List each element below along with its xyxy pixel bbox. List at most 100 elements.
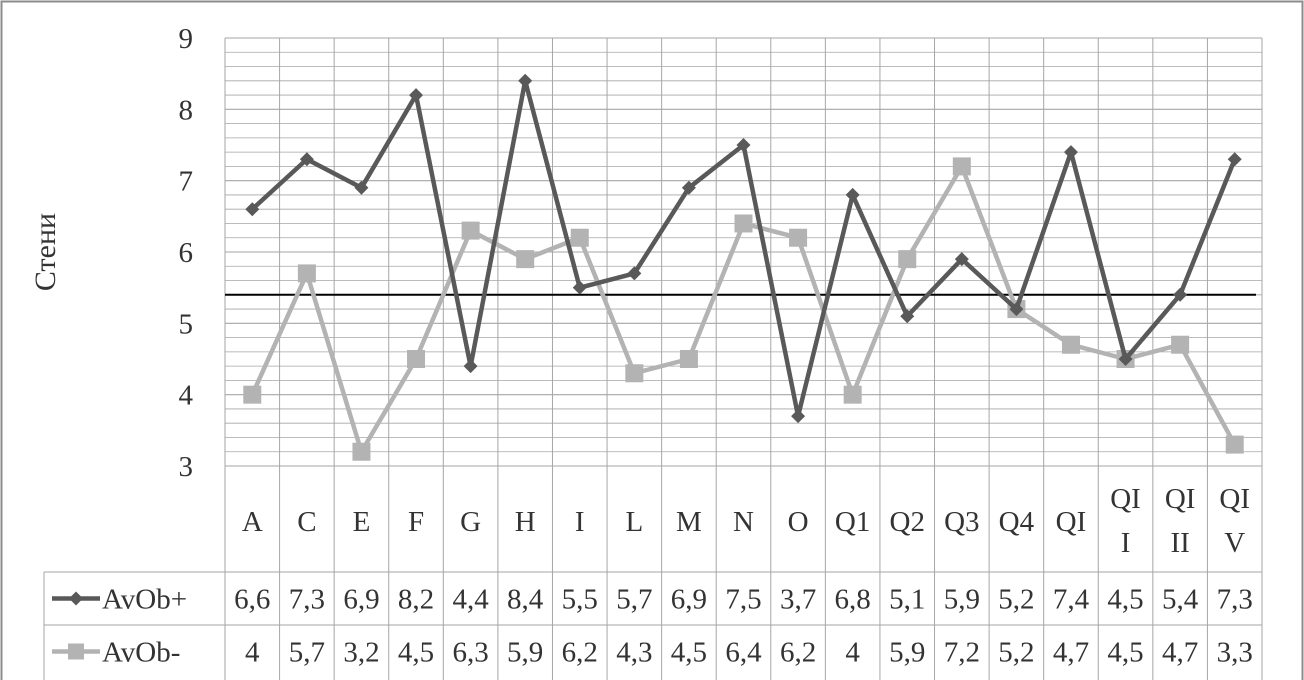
data-point-avob-minus <box>1225 435 1244 454</box>
data-point-avob-plus <box>681 180 696 195</box>
category-label-line: QI <box>1219 483 1250 515</box>
category-label: QI II <box>1165 483 1196 559</box>
category-label: C <box>297 506 316 538</box>
category-label: Q3 <box>944 506 979 538</box>
category-label-line: II <box>1170 527 1189 559</box>
category-label: I <box>575 506 585 538</box>
table-value: 7,3 <box>1217 584 1253 616</box>
category-label: F <box>408 506 424 538</box>
data-point-avob-minus <box>570 228 589 247</box>
category-label-line: QI <box>1165 483 1196 515</box>
data-point-avob-minus <box>789 228 808 247</box>
category-label-line: I <box>1121 527 1131 559</box>
series-name: AvOb+ <box>102 584 187 616</box>
category-label: G <box>460 506 481 538</box>
data-point-avob-plus <box>245 202 260 217</box>
table-value: 5,9 <box>944 584 980 616</box>
table-value: 4,5 <box>398 637 434 669</box>
data-point-avob-minus <box>516 250 535 269</box>
table-value: 4,7 <box>1053 637 1089 669</box>
table-value: 5,9 <box>507 637 543 669</box>
table-value: 6,8 <box>835 584 871 616</box>
category-label: QI I <box>1110 483 1141 559</box>
data-point-avob-plus <box>1063 145 1078 160</box>
table-value: 6,2 <box>562 637 598 669</box>
category-label: Q4 <box>999 506 1035 538</box>
category-label: QI <box>1056 506 1087 538</box>
category-label: N <box>733 506 754 538</box>
legend-key-diamond <box>69 591 83 606</box>
data-point-avob-plus <box>900 309 915 324</box>
y-axis-label: Стени <box>29 213 62 291</box>
table-value: 6,2 <box>780 637 816 669</box>
category-label: E <box>353 506 371 538</box>
category-label: O <box>788 506 809 538</box>
category-label-line: V <box>1224 527 1245 559</box>
table-value: 3,7 <box>780 584 816 616</box>
table-value: 4,4 <box>452 584 489 616</box>
table-value: 5,1 <box>889 584 925 616</box>
series-name: AvOb- <box>102 637 180 669</box>
y-tick-label: 9 <box>179 23 194 55</box>
table-value: 7,5 <box>725 584 761 616</box>
table-value: 5,4 <box>1162 584 1199 616</box>
data-point-avob-minus <box>843 385 862 404</box>
y-tick-label: 3 <box>179 451 194 483</box>
table-value: 5,2 <box>998 584 1034 616</box>
table-value: 5,7 <box>616 584 652 616</box>
data-point-avob-minus <box>625 364 644 383</box>
y-tick-label: 5 <box>179 308 194 340</box>
data-point-avob-minus <box>1061 335 1080 354</box>
data-point-avob-plus <box>1227 152 1242 167</box>
table-value: 6,4 <box>725 637 762 669</box>
y-tick-label: 6 <box>179 237 194 269</box>
table-value: 7,3 <box>289 584 325 616</box>
category-label: L <box>625 506 643 538</box>
data-point-avob-minus <box>407 350 426 368</box>
category-label: Q1 <box>835 506 870 538</box>
category-label: A <box>242 506 263 538</box>
table-value: 4,3 <box>616 637 652 669</box>
table-value: 6,6 <box>234 584 270 616</box>
y-tick-label: 4 <box>179 380 194 412</box>
y-tick-label: 8 <box>179 94 194 126</box>
category-label: QI V <box>1219 483 1250 559</box>
data-point-avob-plus <box>1173 287 1188 302</box>
data-point-avob-minus <box>952 157 971 176</box>
data-point-avob-plus <box>1009 302 1024 317</box>
table-value: 4,7 <box>1162 637 1198 669</box>
category-label: H <box>515 506 536 538</box>
category-label: M <box>676 506 702 538</box>
data-point-avob-minus <box>898 250 917 269</box>
data-point-avob-plus <box>845 187 860 202</box>
table-value: 6,3 <box>452 637 488 669</box>
data-point-avob-minus <box>1171 335 1190 354</box>
y-tick-label: 7 <box>179 166 194 198</box>
table-value: 4,5 <box>1107 637 1143 669</box>
legend-key-square <box>68 643 84 660</box>
table-value: 5,5 <box>562 584 598 616</box>
table-value: 6,9 <box>671 584 707 616</box>
data-point-avob-plus <box>1118 352 1133 366</box>
table-value: 4,5 <box>1107 584 1143 616</box>
data-point-avob-minus <box>734 214 753 233</box>
data-point-avob-plus <box>627 266 642 281</box>
table-value: 4,5 <box>671 637 707 669</box>
data-point-avob-plus <box>518 73 533 88</box>
data-point-avob-plus <box>299 152 314 167</box>
data-point-avob-plus <box>354 180 369 195</box>
table-value: 3,2 <box>343 637 379 669</box>
data-point-avob-minus <box>461 221 480 240</box>
table-value: 4 <box>845 637 860 669</box>
table-value: 5,9 <box>889 637 925 669</box>
data-point-avob-plus <box>409 88 424 103</box>
table-value: 8,2 <box>398 584 434 616</box>
data-point-avob-minus <box>679 350 698 368</box>
data-point-avob-minus <box>297 264 316 283</box>
table-value: 6,9 <box>343 584 379 616</box>
category-label: Q2 <box>890 506 925 538</box>
data-point-avob-minus <box>352 442 371 461</box>
data-point-avob-plus <box>954 252 969 267</box>
data-point-avob-plus <box>572 280 587 295</box>
